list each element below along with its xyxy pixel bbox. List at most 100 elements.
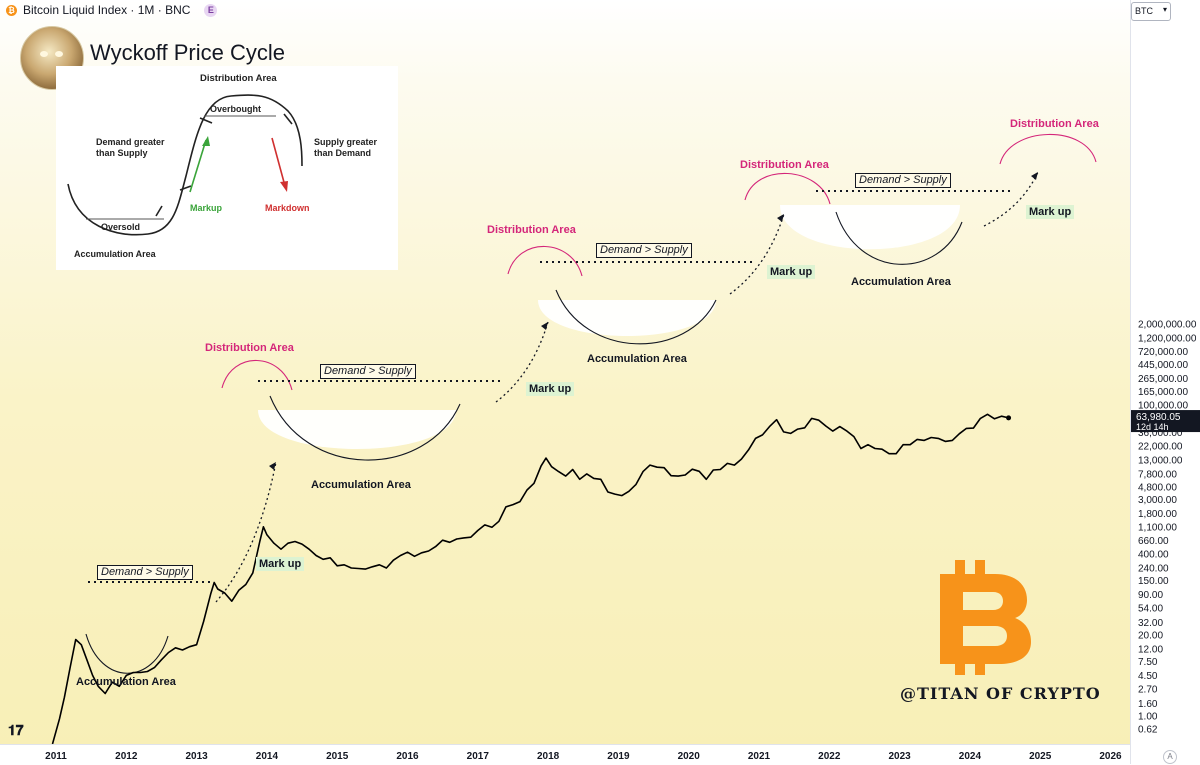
accumulation-bowl <box>555 289 717 345</box>
x-tick-label: 2011 <box>45 751 67 762</box>
accumulation-label-2015: Accumulation Area <box>311 479 411 491</box>
demand-supply-box-2011: Demand > Supply <box>97 565 193 580</box>
inset-supply-label-2: than Demand <box>314 148 372 158</box>
distribution-label-2013: Distribution Area <box>205 342 294 354</box>
current-price-tag <box>1131 410 1200 433</box>
markup-arrow <box>495 321 549 403</box>
y-tick-label: 445,000.00 <box>1138 360 1188 371</box>
y-tick-label: 400.00 <box>1138 550 1169 561</box>
accumulation-bowl <box>85 633 169 674</box>
x-tick-label: 2013 <box>185 751 208 762</box>
markup-label-2024: Mark up <box>1026 205 1075 219</box>
y-tick-label: 1,100.00 <box>1138 522 1177 533</box>
x-tick-label: 2012 <box>115 751 138 762</box>
inset-markup-label: Markup <box>190 203 223 213</box>
tradingview-logo: 𝟏𝟕 <box>8 722 24 738</box>
x-tick-label: 2019 <box>607 751 630 762</box>
demand-supply-box-2018: Demand > Supply <box>596 243 692 258</box>
y-tick-label: 22,000.00 <box>1138 441 1183 452</box>
x-tick-label: 2021 <box>748 751 771 762</box>
accumulation-fill <box>538 300 716 336</box>
y-tick-label: 4.50 <box>1138 671 1158 682</box>
symbol-title[interactable]: Bitcoin Liquid Index · 1M · BNC <box>23 3 191 17</box>
y-tick-label: 1,200,000.00 <box>1138 333 1197 344</box>
x-tick-label: 2026 <box>1099 751 1122 762</box>
y-tick-label: 100,000.00 <box>1138 401 1188 412</box>
x-tick-label: 2017 <box>467 751 490 762</box>
avatar-eye <box>40 51 48 57</box>
y-tick-label: 54.00 <box>1138 604 1163 615</box>
markup-arrowhead <box>777 214 784 222</box>
distribution-label-2017: Distribution Area <box>487 224 576 236</box>
x-tick-label: 2016 <box>396 751 419 762</box>
accumulation-label-2011: Accumulation Area <box>76 676 176 688</box>
x-tick-label: 2018 <box>537 751 560 762</box>
inset-oversold-label: Oversold <box>101 222 141 232</box>
countdown-label: 12d 14h <box>1136 422 1169 432</box>
accumulation-fill <box>780 205 960 250</box>
accumulation-label-2019: Accumulation Area <box>587 353 687 365</box>
x-tick-label: 2022 <box>818 751 841 762</box>
distribution-label-2021: Distribution Area <box>740 159 829 171</box>
y-tick-label: 1.00 <box>1138 712 1158 723</box>
y-tick-label: 1,800.00 <box>1138 509 1177 520</box>
markup-arrowhead <box>541 322 548 330</box>
markup-arrowhead <box>1031 172 1038 180</box>
x-tick-label: 2023 <box>888 751 911 762</box>
chart-header: ₿ Bitcoin Liquid Index · 1M · BNC E <box>0 0 1130 20</box>
y-tick-label: 90.00 <box>1138 590 1163 601</box>
auto-scale-button[interactable]: A <box>1163 750 1177 764</box>
markup-arrow <box>729 213 785 295</box>
inset-overbought-label: Overbought <box>210 104 261 114</box>
wyckoff-diagram: Distribution Area Overbought Demand grea… <box>56 66 398 270</box>
x-tick-label: 2015 <box>326 751 349 762</box>
inset-supply-label-1: Supply greater <box>314 137 378 147</box>
y-tick-label: 150.00 <box>1138 576 1169 587</box>
price-line <box>51 413 1009 744</box>
y-tick-label: 2.70 <box>1138 685 1158 696</box>
exchange-badge[interactable]: E <box>204 3 218 17</box>
inset-demand-label-1: Demand greater <box>96 137 165 147</box>
last-price-dot <box>1006 415 1012 421</box>
price-axis[interactable]: 2,000,000.00 1,200,000.00 720,000.00 445,00… <box>1130 0 1200 764</box>
y-tick-label: 12.00 <box>1138 644 1163 655</box>
accumulation-bowl <box>835 211 963 265</box>
current-price-label: 63,980.05 <box>1136 412 1181 423</box>
currency-label: BTC <box>1135 6 1153 16</box>
y-tick-label: 1.60 <box>1138 699 1158 710</box>
y-tick-label: 36,000.00 <box>1138 428 1183 439</box>
distribution-arc <box>999 134 1097 165</box>
wyckoff-curve <box>67 94 303 236</box>
avatar-eye <box>55 51 63 57</box>
currency-selector[interactable]: BTC ▾ <box>1131 2 1171 21</box>
x-tick-label: 2020 <box>678 751 701 762</box>
y-tick-label: 3,000.00 <box>1138 495 1177 506</box>
markup-label-2017: Mark up <box>526 382 575 396</box>
distribution-label-2025: Distribution Area <box>1010 118 1099 130</box>
markup-label-2013: Mark up <box>256 557 305 571</box>
time-axis[interactable]: 2011 2012 2013 2014 2015 2016 2017 2018 2019 2020… <box>0 744 1130 765</box>
price-axis-ticks: 2,000,000.00 1,200,000.00 720,000.00 445,00… <box>1131 320 1200 735</box>
chart-title: Wyckoff Price Cycle <box>90 40 285 65</box>
inset-distribution-label: Distribution Area <box>200 73 277 84</box>
distribution-arc <box>221 359 293 391</box>
y-tick-label: 32.00 <box>1138 618 1163 629</box>
accumulation-bowl <box>269 395 461 461</box>
y-tick-label: 0.62 <box>1138 724 1158 735</box>
x-tick-label: 2024 <box>959 751 982 762</box>
y-tick-label: 20.00 <box>1138 631 1163 642</box>
markup-arrowhead <box>269 462 276 470</box>
price-chart[interactable] <box>0 0 1130 744</box>
markup-arrow <box>215 461 277 603</box>
accumulation-label-2022: Accumulation Area <box>851 276 951 288</box>
inset-accumulation-label: Accumulation Area <box>74 249 156 259</box>
y-tick-label: 13,000.00 <box>1138 456 1183 467</box>
y-tick-label: 240.00 <box>1138 563 1169 574</box>
y-tick-label: 660.00 <box>1138 536 1169 547</box>
y-tick-label: 165,000.00 <box>1138 387 1188 398</box>
inset-demand-label-2: than Supply <box>96 148 148 158</box>
bitcoin-icon: ₿ <box>6 4 17 16</box>
distribution-arc <box>507 245 583 277</box>
watermark: @TITAN OF CRYPTO <box>900 684 1101 703</box>
